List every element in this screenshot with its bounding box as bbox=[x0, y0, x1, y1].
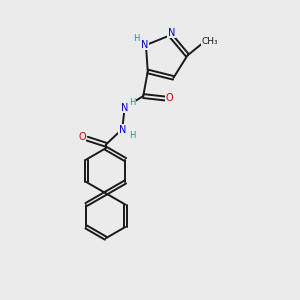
Text: N: N bbox=[119, 125, 126, 135]
Text: N: N bbox=[168, 28, 175, 38]
Text: N: N bbox=[141, 40, 148, 50]
Text: H: H bbox=[133, 34, 140, 43]
Text: O: O bbox=[166, 94, 173, 103]
Text: CH₃: CH₃ bbox=[201, 37, 218, 46]
Text: O: O bbox=[78, 132, 86, 142]
Text: N: N bbox=[121, 103, 128, 113]
Text: H: H bbox=[129, 98, 136, 106]
Text: H: H bbox=[129, 131, 135, 140]
